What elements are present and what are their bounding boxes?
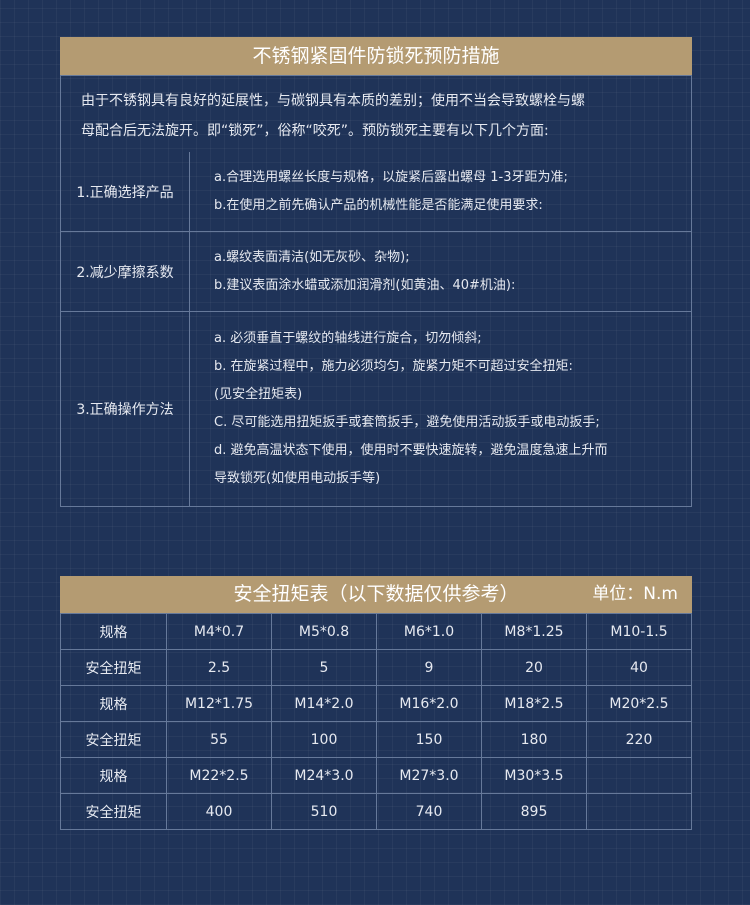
measure-line: a.合理选用螺丝长度与规格，以旋紧后露出螺母 1-3牙距为准; — [214, 169, 568, 185]
table-cell: 400 — [166, 793, 272, 830]
table-cell: 40 — [586, 649, 692, 686]
anti-seizing-section: 不锈钢紧固件防锁死预防措施 由于不锈钢具有良好的延展性，与碳钢具有本质的差别；使… — [60, 37, 692, 507]
row-header: 安全扭矩 — [60, 793, 167, 830]
intro-line: 母配合后无法旋开。即“锁死”，俗称“咬死”。预防锁死主要有以下几个方面: — [81, 123, 549, 139]
measure-line: b. 在旋紧过程中，施力必须均匀，旋紧力矩不可超过安全扭矩: — [214, 359, 573, 374]
table-cell: M4*0.7 — [166, 613, 272, 650]
table-row: 规格 M22*2.5 M24*3.0 M27*3.0 M30*3.5 — [60, 757, 692, 794]
measure-line: a.螺纹表面清洁(如无灰砂、杂物); — [214, 249, 410, 265]
table-row: 安全扭矩 55 100 150 180 220 — [60, 721, 692, 758]
table-cell: 220 — [586, 721, 692, 758]
table-cell: 55 — [166, 721, 272, 758]
table-cell — [586, 793, 692, 830]
table-cell: 895 — [481, 793, 587, 830]
table-cell: 150 — [376, 721, 482, 758]
measure-body: a.合理选用螺丝长度与规格，以旋紧后露出螺母 1-3牙距为准; b.在使用之前先… — [190, 152, 691, 231]
measure-line: d. 避免高温状态下使用，使用时不要快速旋转，避免温度急速上升而 — [214, 443, 608, 458]
table-cell: M24*3.0 — [271, 757, 377, 794]
table-row: 规格 M12*1.75 M14*2.0 M16*2.0 M18*2.5 M20*2.5 — [60, 685, 692, 722]
table-cell: 5 — [271, 649, 377, 686]
table-cell: 2.5 — [166, 649, 272, 686]
measure-body: a. 必须垂直于螺纹的轴线进行旋合，切勿倾斜; b. 在旋紧过程中，施力必须均匀… — [190, 312, 691, 506]
table-cell: 100 — [271, 721, 377, 758]
torque-table-title: 安全扭矩表（以下数据仅供参考） 单位：N.m — [60, 576, 692, 613]
table-cell: M20*2.5 — [586, 685, 692, 722]
table-cell: M16*2.0 — [376, 685, 482, 722]
intro-line: 由于不锈钢具有良好的延展性，与碳钢具有本质的差别；使用不当会导致螺栓与螺 — [81, 93, 585, 109]
measure-line: a. 必须垂直于螺纹的轴线进行旋合，切勿倾斜; — [214, 331, 482, 346]
measure-label: 2.减少摩擦系数 — [61, 232, 190, 311]
row-header: 安全扭矩 — [60, 649, 167, 686]
row-header: 规格 — [60, 757, 167, 794]
table-row: 安全扭矩 400 510 740 895 — [60, 793, 692, 830]
torque-table: 规格 M4*0.7 M5*0.8 M6*1.0 M8*1.25 M10-1.5 安全扭矩 2.… — [60, 613, 692, 830]
unit-label: 单位：N.m — [592, 584, 678, 604]
measure-line: (见安全扭矩表) — [214, 387, 303, 402]
table-row: 规格 M4*0.7 M5*0.8 M6*1.0 M8*1.25 M10-1.5 — [60, 613, 692, 650]
section-title: 不锈钢紧固件防锁死预防措施 — [60, 37, 692, 75]
table-cell: 180 — [481, 721, 587, 758]
table-cell — [586, 757, 692, 794]
table-cell: 20 — [481, 649, 587, 686]
measure-line: b.建议表面涂水蜡或添加润滑剂(如黄油、40#机油): — [214, 277, 516, 293]
table-cell: M5*0.8 — [271, 613, 377, 650]
table-cell: M22*2.5 — [166, 757, 272, 794]
torque-table-section: 安全扭矩表（以下数据仅供参考） 单位：N.m 规格 M4*0.7 M5*0.8 M6*… — [60, 576, 692, 830]
table-cell: M27*3.0 — [376, 757, 482, 794]
intro-text: 由于不锈钢具有良好的延展性，与碳钢具有本质的差别；使用不当会导致螺栓与螺 母配合… — [60, 75, 692, 152]
row-header: 安全扭矩 — [60, 721, 167, 758]
measure-row: 1.正确选择产品 a.合理选用螺丝长度与规格，以旋紧后露出螺母 1-3牙距为准;… — [60, 152, 692, 232]
table-cell: 9 — [376, 649, 482, 686]
row-header: 规格 — [60, 685, 167, 722]
table-cell: M8*1.25 — [481, 613, 587, 650]
measure-label: 3.正确操作方法 — [61, 312, 190, 506]
measure-body: a.螺纹表面清洁(如无灰砂、杂物); b.建议表面涂水蜡或添加润滑剂(如黄油、4… — [190, 232, 691, 311]
table-cell: 510 — [271, 793, 377, 830]
row-header: 规格 — [60, 613, 167, 650]
measure-line: 导致锁死(如使用电动扳手等) — [214, 471, 381, 486]
measure-line: C. 尽可能选用扭矩扳手或套筒扳手，避免使用活动扳手或电动扳手; — [214, 415, 600, 430]
measure-row: 2.减少摩擦系数 a.螺纹表面清洁(如无灰砂、杂物); b.建议表面涂水蜡或添加… — [60, 232, 692, 312]
table-cell: M6*1.0 — [376, 613, 482, 650]
table-title: 安全扭矩表（以下数据仅供参考） — [233, 583, 519, 605]
table-cell: M12*1.75 — [166, 685, 272, 722]
table-cell: M10-1.5 — [586, 613, 692, 650]
table-cell: 740 — [376, 793, 482, 830]
table-row: 安全扭矩 2.5 5 9 20 40 — [60, 649, 692, 686]
measure-line: b.在使用之前先确认产品的机械性能是否能满足使用要求: — [214, 197, 543, 213]
table-cell: M14*2.0 — [271, 685, 377, 722]
table-cell: M30*3.5 — [481, 757, 587, 794]
measure-label: 1.正确选择产品 — [61, 152, 190, 231]
table-cell: M18*2.5 — [481, 685, 587, 722]
measure-row: 3.正确操作方法 a. 必须垂直于螺纹的轴线进行旋合，切勿倾斜; b. 在旋紧过… — [60, 312, 692, 507]
